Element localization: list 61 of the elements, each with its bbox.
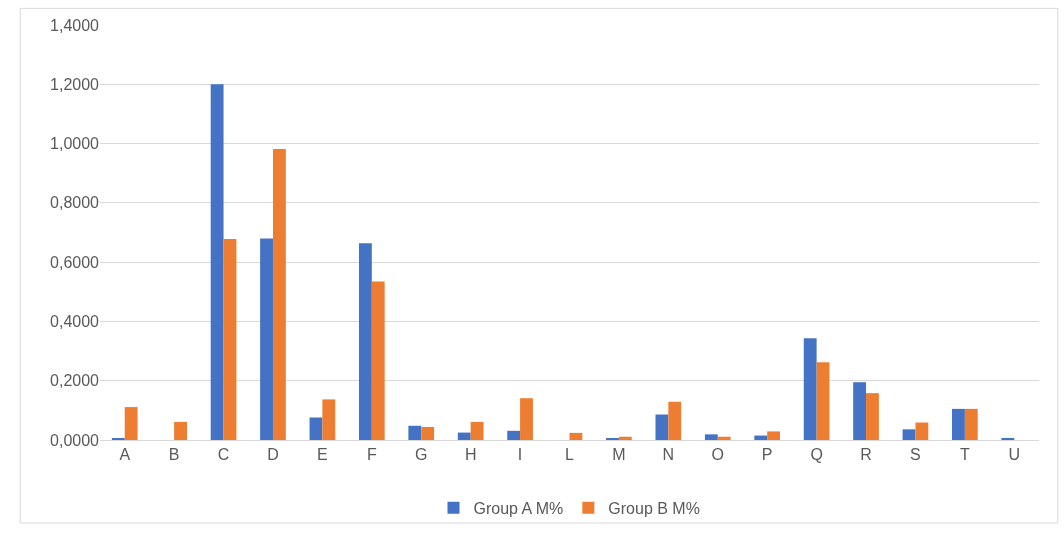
bar	[174, 421, 187, 440]
bar	[223, 239, 237, 440]
bar	[260, 238, 273, 440]
y-tick-label: 0,4000	[50, 313, 100, 331]
bar	[272, 148, 286, 440]
x-tick-label: Q	[810, 446, 823, 464]
legend-label: Group B M%	[608, 500, 700, 518]
y-tick-label: 0,2000	[50, 372, 100, 390]
y-tick-label: 0,6000	[50, 253, 100, 271]
y-tick-label: 0,0000	[50, 431, 100, 449]
bar	[470, 421, 484, 440]
bar	[853, 382, 867, 440]
bar	[668, 401, 682, 440]
x-tick-label: R	[860, 446, 872, 464]
bar	[618, 436, 632, 440]
y-tick-label: 0,8000	[50, 194, 100, 212]
x-tick-label: M	[612, 446, 626, 464]
bar	[754, 435, 768, 440]
bar	[704, 434, 718, 440]
bar	[655, 414, 669, 440]
bar	[866, 393, 879, 440]
bar	[902, 429, 916, 440]
x-tick-label: P	[761, 446, 773, 464]
bar	[124, 407, 138, 440]
bar	[322, 399, 336, 440]
bar	[371, 281, 385, 440]
y-tick-label: 1,4000	[50, 16, 100, 34]
x-tick-label: B	[168, 446, 180, 464]
x-tick-label: H	[464, 446, 477, 464]
bar	[816, 362, 830, 440]
bar	[358, 243, 372, 440]
bar	[421, 426, 435, 440]
x-tick-label: U	[1008, 446, 1021, 464]
bar	[915, 422, 929, 440]
bar	[964, 408, 978, 440]
x-tick-label: E	[317, 446, 328, 464]
x-tick-label: F	[366, 446, 377, 464]
x-tick-label: I	[517, 446, 523, 464]
bar	[309, 417, 323, 440]
y-tick-label: 1,2000	[50, 75, 100, 93]
x-tick-label: G	[415, 446, 428, 464]
x-tick-label: A	[119, 446, 131, 464]
x-tick-label: S	[910, 446, 921, 464]
bar	[952, 408, 965, 440]
bar	[507, 430, 521, 440]
bar	[210, 84, 224, 440]
x-tick-label: T	[959, 446, 970, 464]
bar	[767, 431, 781, 440]
x-tick-label: N	[662, 446, 675, 464]
x-tick-label: D	[267, 446, 279, 464]
bar	[520, 398, 533, 440]
bar	[717, 436, 731, 440]
bar	[408, 425, 422, 440]
legend-label: Group A M%	[473, 500, 564, 518]
x-tick-label: O	[711, 446, 724, 464]
x-tick-label: C	[217, 446, 230, 464]
bar	[803, 338, 817, 440]
x-tick-label: L	[565, 446, 575, 464]
y-tick-label: 1,0000	[50, 135, 100, 153]
bar	[457, 432, 471, 440]
bar	[569, 432, 583, 440]
